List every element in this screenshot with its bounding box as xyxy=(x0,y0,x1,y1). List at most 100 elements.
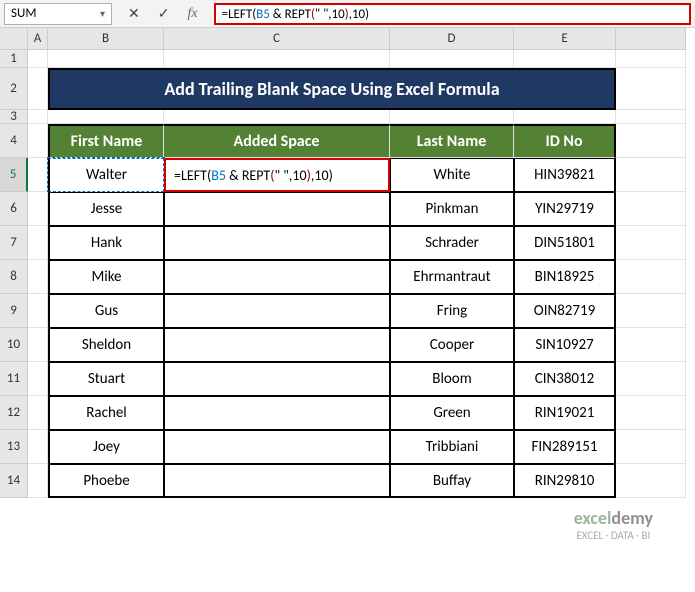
row-header-3[interactable]: 3 xyxy=(0,110,28,124)
name-box[interactable]: SUM ▾ xyxy=(4,3,112,25)
cell-D12[interactable]: Green xyxy=(390,396,514,430)
row-header-6[interactable]: 6 xyxy=(0,192,28,226)
row-header-8[interactable]: 8 xyxy=(0,260,28,294)
cell-B7[interactable]: Hank xyxy=(48,226,164,260)
col-header-A[interactable]: A xyxy=(28,28,48,50)
cell[interactable] xyxy=(390,110,514,124)
col-header-blank[interactable] xyxy=(616,28,686,50)
row-header-2[interactable]: 2 xyxy=(0,68,28,110)
cell-B8[interactable]: Mike xyxy=(48,260,164,294)
cell-B14[interactable]: Phoebe xyxy=(48,464,164,498)
cell[interactable] xyxy=(48,110,164,124)
row-header-9[interactable]: 9 xyxy=(0,294,28,328)
cancel-icon[interactable]: ✕ xyxy=(128,5,140,22)
cell[interactable] xyxy=(616,328,686,362)
cell[interactable] xyxy=(616,124,686,158)
row-header-10[interactable]: 10 xyxy=(0,328,28,362)
cell[interactable] xyxy=(616,158,686,192)
select-all-corner[interactable] xyxy=(0,28,28,50)
chevron-down-icon[interactable]: ▾ xyxy=(100,7,105,20)
title-cell[interactable]: Add Trailing Blank Space Using Excel For… xyxy=(48,68,616,110)
row-header-14[interactable]: 14 xyxy=(0,464,28,498)
cell-C7[interactable] xyxy=(164,226,390,260)
cell-E8[interactable]: BIN18925 xyxy=(514,260,616,294)
cell-B5[interactable]: Walter xyxy=(48,158,164,192)
cell[interactable] xyxy=(28,158,48,192)
cell-D14[interactable]: Buffay xyxy=(390,464,514,498)
header-added-space[interactable]: Added Space xyxy=(164,124,390,158)
header-first-name[interactable]: First Name xyxy=(48,124,164,158)
cell-B11[interactable]: Stuart xyxy=(48,362,164,396)
header-last-name[interactable]: Last Name xyxy=(390,124,514,158)
cell[interactable] xyxy=(514,50,616,68)
cell[interactable] xyxy=(390,50,514,68)
cell-E5[interactable]: HIN39821 xyxy=(514,158,616,192)
cell-C5-active[interactable]: =LEFT(B5 & REPT(" ",10),10) xyxy=(164,158,390,192)
cell-E9[interactable]: OIN82719 xyxy=(514,294,616,328)
cell-B6[interactable]: Jesse xyxy=(48,192,164,226)
enter-icon[interactable]: ✓ xyxy=(158,5,170,22)
cell[interactable] xyxy=(28,68,48,110)
col-header-B[interactable]: B xyxy=(48,28,164,50)
cell-D13[interactable]: Tribbiani xyxy=(390,430,514,464)
cell[interactable] xyxy=(28,192,48,226)
cell[interactable] xyxy=(164,50,390,68)
cell-E12[interactable]: RIN19021 xyxy=(514,396,616,430)
row-header-5[interactable]: 5 xyxy=(0,158,28,192)
cell[interactable] xyxy=(28,328,48,362)
cell[interactable] xyxy=(164,110,390,124)
formula-input[interactable]: =LEFT(B5 & REPT(" ",10),10) xyxy=(214,3,691,25)
cell-E14[interactable]: RIN29810 xyxy=(514,464,616,498)
cell-B12[interactable]: Rachel xyxy=(48,396,164,430)
cell[interactable] xyxy=(28,124,48,158)
cell[interactable] xyxy=(28,294,48,328)
cell-C10[interactable] xyxy=(164,328,390,362)
cell-E7[interactable]: DIN51801 xyxy=(514,226,616,260)
cell-C14[interactable] xyxy=(164,464,390,498)
cell-C12[interactable] xyxy=(164,396,390,430)
cell-E11[interactable]: CIN38012 xyxy=(514,362,616,396)
col-header-C[interactable]: C xyxy=(164,28,390,50)
cell-C8[interactable] xyxy=(164,260,390,294)
fx-icon[interactable]: fx xyxy=(187,6,197,22)
cell[interactable] xyxy=(28,110,48,124)
cell[interactable] xyxy=(616,260,686,294)
cell-B9[interactable]: Gus xyxy=(48,294,164,328)
cell[interactable] xyxy=(616,50,686,68)
cell[interactable] xyxy=(28,396,48,430)
cell-D9[interactable]: Fring xyxy=(390,294,514,328)
cell[interactable] xyxy=(616,396,686,430)
cell[interactable] xyxy=(616,464,686,498)
cell[interactable] xyxy=(514,110,616,124)
cell[interactable] xyxy=(616,68,686,110)
row-header-11[interactable]: 11 xyxy=(0,362,28,396)
row-header-1[interactable]: 1 xyxy=(0,50,28,68)
row-header-4[interactable]: 4 xyxy=(0,124,28,158)
cell-B13[interactable]: Joey xyxy=(48,430,164,464)
cell[interactable] xyxy=(616,430,686,464)
cell-D7[interactable]: Schrader xyxy=(390,226,514,260)
row-header-13[interactable]: 13 xyxy=(0,430,28,464)
cell-C13[interactable] xyxy=(164,430,390,464)
cell-D11[interactable]: Bloom xyxy=(390,362,514,396)
cell[interactable] xyxy=(616,362,686,396)
cell-C11[interactable] xyxy=(164,362,390,396)
cell-E6[interactable]: YIN29719 xyxy=(514,192,616,226)
cell-D10[interactable]: Cooper xyxy=(390,328,514,362)
col-header-E[interactable]: E xyxy=(514,28,616,50)
cell-C9[interactable] xyxy=(164,294,390,328)
cell-B10[interactable]: Sheldon xyxy=(48,328,164,362)
cell-E10[interactable]: SIN10927 xyxy=(514,328,616,362)
row-header-7[interactable]: 7 xyxy=(0,226,28,260)
row-header-12[interactable]: 12 xyxy=(0,396,28,430)
col-header-D[interactable]: D xyxy=(390,28,514,50)
cell[interactable] xyxy=(616,226,686,260)
cell-E13[interactable]: FIN289151 xyxy=(514,430,616,464)
cell-D5[interactable]: White xyxy=(390,158,514,192)
cell[interactable] xyxy=(616,192,686,226)
cell-C6[interactable] xyxy=(164,192,390,226)
cell[interactable] xyxy=(48,50,164,68)
cell[interactable] xyxy=(28,50,48,68)
cell[interactable] xyxy=(28,362,48,396)
cell[interactable] xyxy=(28,260,48,294)
